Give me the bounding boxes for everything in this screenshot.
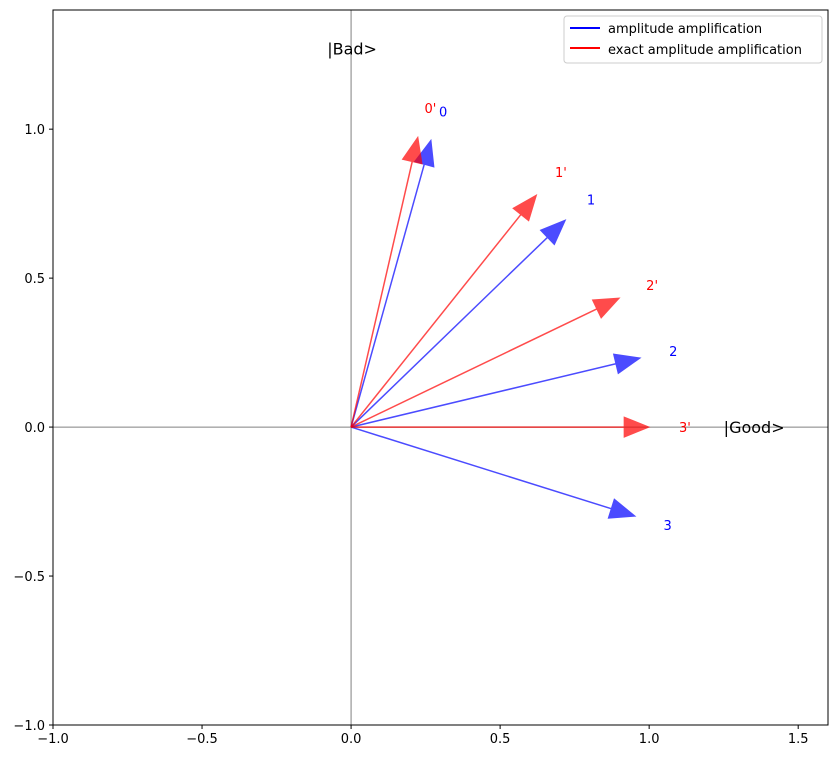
arrow-shaft <box>350 161 413 428</box>
vector-arrow-red-1 <box>350 193 538 428</box>
legend-box <box>563 15 823 64</box>
vector-label: 0 <box>439 106 447 121</box>
vector-arrow-red-0 <box>350 135 423 428</box>
y-tick-label: −0.5 <box>13 570 45 585</box>
x-tick-label: 0.0 <box>341 732 362 747</box>
arrow-shaft <box>350 426 612 510</box>
arrow-shaft <box>350 363 617 428</box>
vector-arrow-blue-2 <box>350 353 642 428</box>
legend-label-exact: exact amplitude amplification <box>608 43 802 58</box>
vector-arrow-blue-3 <box>350 426 637 519</box>
arrow-head <box>512 193 538 222</box>
vector-arrow-blue-1 <box>350 219 567 428</box>
axis-annotation: |Bad> <box>327 40 377 59</box>
x-tick-label: −0.5 <box>186 732 218 747</box>
vector-label: 1' <box>555 166 567 181</box>
x-tick-label: 1.0 <box>639 732 660 747</box>
vector-label: 2' <box>646 279 658 294</box>
legend-label-amplitude: amplitude amplification <box>608 22 762 37</box>
x-tick-label: 1.5 <box>788 732 809 747</box>
legend: amplitude amplification exact amplitude … <box>563 15 823 64</box>
y-tick-label: −1.0 <box>13 719 45 734</box>
vector-label: 1 <box>587 193 595 208</box>
vector-arrow-red-3 <box>351 416 651 438</box>
x-tick-label: 0.5 <box>490 732 511 747</box>
plot-background <box>53 10 828 725</box>
arrow-shaft <box>350 236 548 428</box>
x-tick-label: −1.0 <box>37 732 69 747</box>
arrow-shaft <box>350 214 522 428</box>
arrow-shaft <box>350 308 598 428</box>
plot-frame <box>52 9 829 726</box>
arrow-head <box>612 353 642 375</box>
arrow-head <box>607 498 637 519</box>
vector-label: 3' <box>679 421 691 436</box>
vector-arrow-red-2 <box>350 297 621 428</box>
y-tick-label: 0.0 <box>24 421 45 436</box>
y-tick-label: 0.5 <box>24 272 45 287</box>
arrow-shaft <box>350 164 425 428</box>
vector-label: 2 <box>669 345 677 360</box>
arrow-head <box>539 219 567 246</box>
arrow-head <box>401 135 423 165</box>
axis-annotation: |Good> <box>724 418 785 437</box>
arrow-head <box>623 416 651 438</box>
vector-label: 3 <box>664 519 672 534</box>
vector-label: 0' <box>425 102 437 117</box>
y-tick-label: 1.0 <box>24 123 45 138</box>
arrow-head <box>591 297 621 319</box>
